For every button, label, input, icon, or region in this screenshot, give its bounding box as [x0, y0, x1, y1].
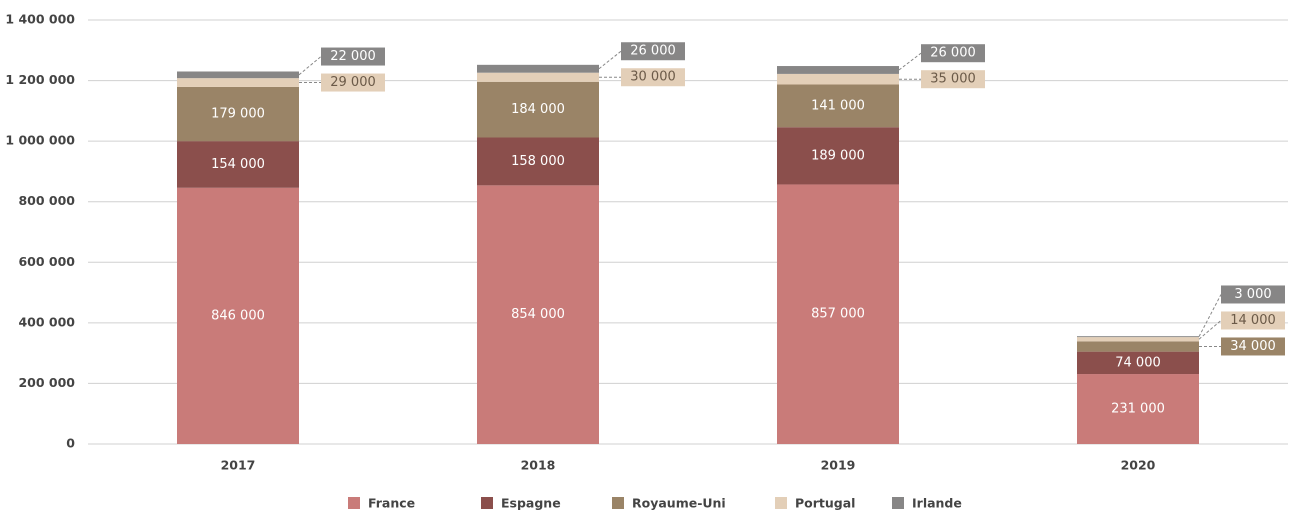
- data-label: 14 000: [1230, 313, 1276, 328]
- data-label: 154 000: [211, 157, 265, 172]
- bar-segment: [177, 86, 299, 142]
- data-label: 30 000: [630, 70, 676, 85]
- bar-segment: [777, 127, 899, 185]
- data-label: 22 000: [330, 49, 376, 64]
- leader-line: [898, 52, 922, 71]
- bar-segment: [177, 187, 299, 445]
- bar-segment: [1077, 351, 1199, 375]
- bar-segment: [1077, 337, 1199, 342]
- bar-segment: [177, 71, 299, 79]
- data-label: 857 000: [811, 307, 865, 322]
- bar-segment: [477, 81, 599, 138]
- legend-swatch: [481, 497, 493, 509]
- bar-segment: [777, 73, 899, 85]
- data-label: 854 000: [511, 307, 565, 322]
- data-label: 34 000: [1230, 339, 1276, 354]
- legend-swatch: [612, 497, 624, 509]
- data-label: 179 000: [211, 107, 265, 122]
- label-box: [1221, 337, 1285, 356]
- label-box: [1221, 311, 1285, 330]
- y-tick-label: 400 000: [18, 314, 75, 329]
- y-tick-label: 0: [66, 436, 75, 451]
- data-label: 3 000: [1234, 287, 1271, 302]
- y-tick-label: 1 000 000: [5, 133, 75, 148]
- bar-segment: [1077, 341, 1199, 352]
- data-label: 184 000: [511, 102, 565, 117]
- legend-label: Espagne: [501, 496, 561, 510]
- label-box: [621, 42, 685, 61]
- bar-segment: [177, 78, 299, 87]
- legend-swatch: [892, 497, 904, 509]
- label-box: [1221, 285, 1285, 304]
- leader-line: [598, 50, 622, 70]
- y-tick-label: 600 000: [18, 254, 75, 269]
- bar-segment: [777, 84, 899, 128]
- x-tick-label: 2019: [821, 458, 856, 473]
- legend-label: Royaume-Uni: [632, 496, 726, 510]
- label-box: [621, 68, 685, 87]
- leader-line: [298, 56, 322, 76]
- data-label: 846 000: [211, 308, 265, 323]
- bar-segment: [1077, 336, 1199, 338]
- bar-segment: [477, 64, 599, 73]
- bar-segment: [477, 185, 599, 445]
- data-label: 35 000: [930, 72, 976, 87]
- bar-segment: [477, 137, 599, 186]
- bar-segment: [477, 72, 599, 82]
- data-label: 189 000: [811, 148, 865, 163]
- label-box: [921, 44, 985, 63]
- label-box: [321, 73, 385, 92]
- data-label: 29 000: [330, 75, 376, 90]
- data-label: 74 000: [1115, 355, 1161, 370]
- x-tick-label: 2017: [221, 458, 256, 473]
- legend-swatch: [348, 497, 360, 509]
- legend-label: Portugal: [795, 496, 855, 510]
- data-label: 26 000: [630, 44, 676, 59]
- legend-label: France: [368, 496, 415, 510]
- leader-line: [1198, 294, 1222, 337]
- bar-segment: [777, 184, 899, 445]
- bar-segment: [177, 141, 299, 188]
- data-label: 26 000: [930, 46, 976, 61]
- data-label: 158 000: [511, 154, 565, 169]
- y-tick-label: 800 000: [18, 193, 75, 208]
- y-tick-label: 1 200 000: [5, 72, 75, 87]
- bar-segment: [777, 66, 899, 74]
- y-tick-label: 1 400 000: [5, 12, 75, 27]
- legend-label: Irlande: [912, 496, 962, 510]
- legend-swatch: [775, 497, 787, 509]
- x-tick-label: 2018: [521, 458, 556, 473]
- label-box: [921, 70, 985, 89]
- data-label: 141 000: [811, 98, 865, 113]
- y-tick-label: 200 000: [18, 375, 75, 390]
- bar-segment: [1077, 374, 1199, 444]
- label-box: [321, 47, 385, 66]
- data-label: 231 000: [1111, 402, 1165, 417]
- x-tick-label: 2020: [1121, 458, 1156, 473]
